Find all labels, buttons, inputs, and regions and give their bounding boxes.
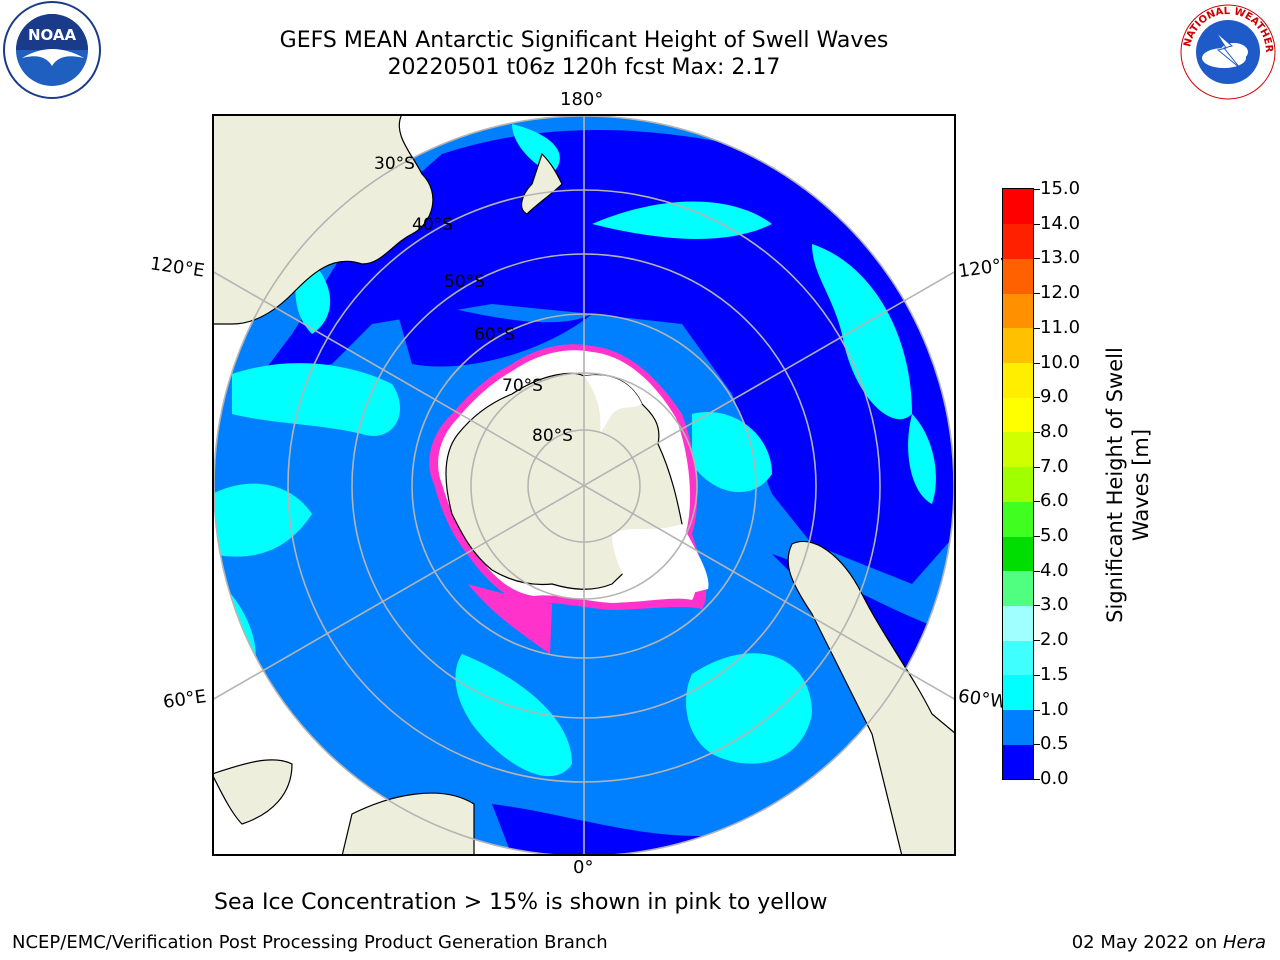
colorbar-tick-mark <box>1034 536 1040 538</box>
high-swell-band <box>692 412 772 493</box>
credit-text: NCEP/EMC/Verification Post Processing Pr… <box>12 932 608 953</box>
lat-label-30s: 30°S <box>374 154 415 174</box>
chart-subtitle: 20220501 t06z 120h fcst Max: 2.17 <box>387 55 781 80</box>
colorbar-segment <box>1003 223 1033 259</box>
colorbar-tick-mark <box>1034 466 1040 468</box>
colorbar-segment <box>1003 258 1033 294</box>
colorbar-tick-mark <box>1034 605 1040 607</box>
colorbar-tick-label: 9.0 <box>1040 386 1069 408</box>
colorbar-segment <box>1003 674 1033 711</box>
colorbar-segment <box>1003 362 1033 398</box>
colorbar-segment <box>1003 640 1033 676</box>
colorbar-tick-label: 2.0 <box>1040 629 1069 651</box>
colorbar-segment <box>1003 431 1033 468</box>
weddell-ice-shelf <box>612 524 709 597</box>
high-swell-band <box>592 201 772 239</box>
colorbar-tick-mark <box>1034 431 1040 433</box>
ross-ice-shelf <box>584 375 642 434</box>
colorbar-tick-mark <box>1034 258 1040 260</box>
colorbar-segment <box>1003 536 1033 572</box>
lat-label-50s: 50°S <box>444 272 485 292</box>
colorbar-tick-mark <box>1034 570 1040 572</box>
colorbar-tick-label: 3.0 <box>1040 594 1069 616</box>
svg-text:NOAA: NOAA <box>28 26 77 44</box>
date-text: 02 May 2022 on Hera <box>1072 932 1266 953</box>
colorbar-tick-label: 6.0 <box>1040 490 1069 512</box>
lon-label-120e: 120°E <box>148 253 206 282</box>
lon-label-180: 180° <box>560 89 604 110</box>
nws-logo-icon: NATIONAL WEATHER SERVICE <box>1176 2 1276 100</box>
colorbar-tick-label: 1.5 <box>1040 663 1069 685</box>
colorbar-tick-mark <box>1034 744 1040 746</box>
colorbar-tick-label: 8.0 <box>1040 420 1069 442</box>
colorbar-segment <box>1003 293 1033 329</box>
high-swell-band <box>214 483 312 557</box>
south-america-land <box>787 540 954 854</box>
noaa-logo-icon: NOAA <box>3 1 101 99</box>
lon-label-60e: 60°E <box>161 686 208 713</box>
date-value: 02 May 2022 on <box>1071 932 1223 953</box>
colorbar-tick-label: 7.0 <box>1040 455 1069 477</box>
high-swell-band <box>908 414 936 504</box>
machine-name: Hera <box>1222 932 1266 953</box>
africa-land <box>214 759 293 825</box>
colorbar-label-line2: Waves [m] <box>1129 428 1153 542</box>
colorbar-tick-label: 11.0 <box>1040 316 1081 338</box>
colorbar-tick-mark <box>1034 223 1040 225</box>
colorbar-tick-label: 0.0 <box>1040 768 1069 789</box>
colorbar-tick-mark <box>1034 674 1040 676</box>
colorbar-tick-mark <box>1034 362 1040 364</box>
colorbar-tick-mark <box>1034 779 1040 780</box>
high-swell-band <box>455 654 572 777</box>
antarctic-swell-map: 30°S 40°S 50°S 60°S 70°S 80°S <box>212 114 956 856</box>
chart-title: GEFS MEAN Antarctic Significant Height o… <box>279 28 889 53</box>
low-swell-region <box>392 294 592 367</box>
colorbar-tick-label: 1.0 <box>1040 698 1069 720</box>
lat-label-70s: 70°S <box>502 376 543 396</box>
colorbar-tick-label: 13.0 <box>1040 247 1081 269</box>
sea-ice-note: Sea Ice Concentration > 15% is shown in … <box>214 890 828 915</box>
colorbar-segment <box>1003 709 1033 745</box>
high-swell-band <box>686 653 812 764</box>
colorbar-tick-mark <box>1034 709 1040 711</box>
colorbar-tick-label: 10.0 <box>1040 351 1081 373</box>
colorbar-tick-mark <box>1034 327 1040 329</box>
colorbar-tick-mark <box>1034 293 1040 295</box>
colorbar-segment <box>1003 466 1033 502</box>
new-zealand-land <box>520 152 563 215</box>
colorbar-tick-label: 12.0 <box>1040 282 1081 304</box>
lon-label-0: 0° <box>573 857 594 878</box>
colorbar-segment <box>1003 327 1033 364</box>
colorbar-label-line1: Significant Height of Swell <box>1103 347 1127 623</box>
colorbar-tick-mark <box>1034 189 1040 190</box>
colorbar-segment <box>1003 570 1033 606</box>
colorbar-segment <box>1003 189 1033 225</box>
high-swell-band <box>232 363 401 436</box>
ice-edge-pink-patch <box>468 584 552 654</box>
high-swell-band <box>812 244 912 420</box>
colorbar-tick-label: 14.0 <box>1040 212 1081 234</box>
colorbar-label: Significant Height of Swell Waves [m] <box>1102 285 1154 685</box>
africa-land <box>341 792 475 854</box>
colorbar-tick-label: 4.0 <box>1040 559 1069 581</box>
colorbar <box>1002 188 1034 780</box>
colorbar-tick-label: 15.0 <box>1040 178 1081 199</box>
australia-land <box>214 116 434 325</box>
graticule <box>214 116 954 854</box>
lat-label-40s: 40°S <box>412 215 453 235</box>
colorbar-segment <box>1003 744 1033 780</box>
colorbar-segment <box>1003 397 1033 433</box>
colorbar-tick-label: 0.5 <box>1040 733 1069 755</box>
colorbar-segment <box>1003 605 1033 641</box>
lat-label-80s: 80°S <box>532 426 573 446</box>
colorbar-tick-mark <box>1034 640 1040 642</box>
lat-label-60s: 60°S <box>474 325 515 345</box>
colorbar-tick-mark <box>1034 397 1040 399</box>
colorbar-tick-label: 5.0 <box>1040 525 1069 547</box>
colorbar-tick-mark <box>1034 501 1040 503</box>
colorbar-segment <box>1003 501 1033 537</box>
low-swell-region <box>492 804 732 854</box>
